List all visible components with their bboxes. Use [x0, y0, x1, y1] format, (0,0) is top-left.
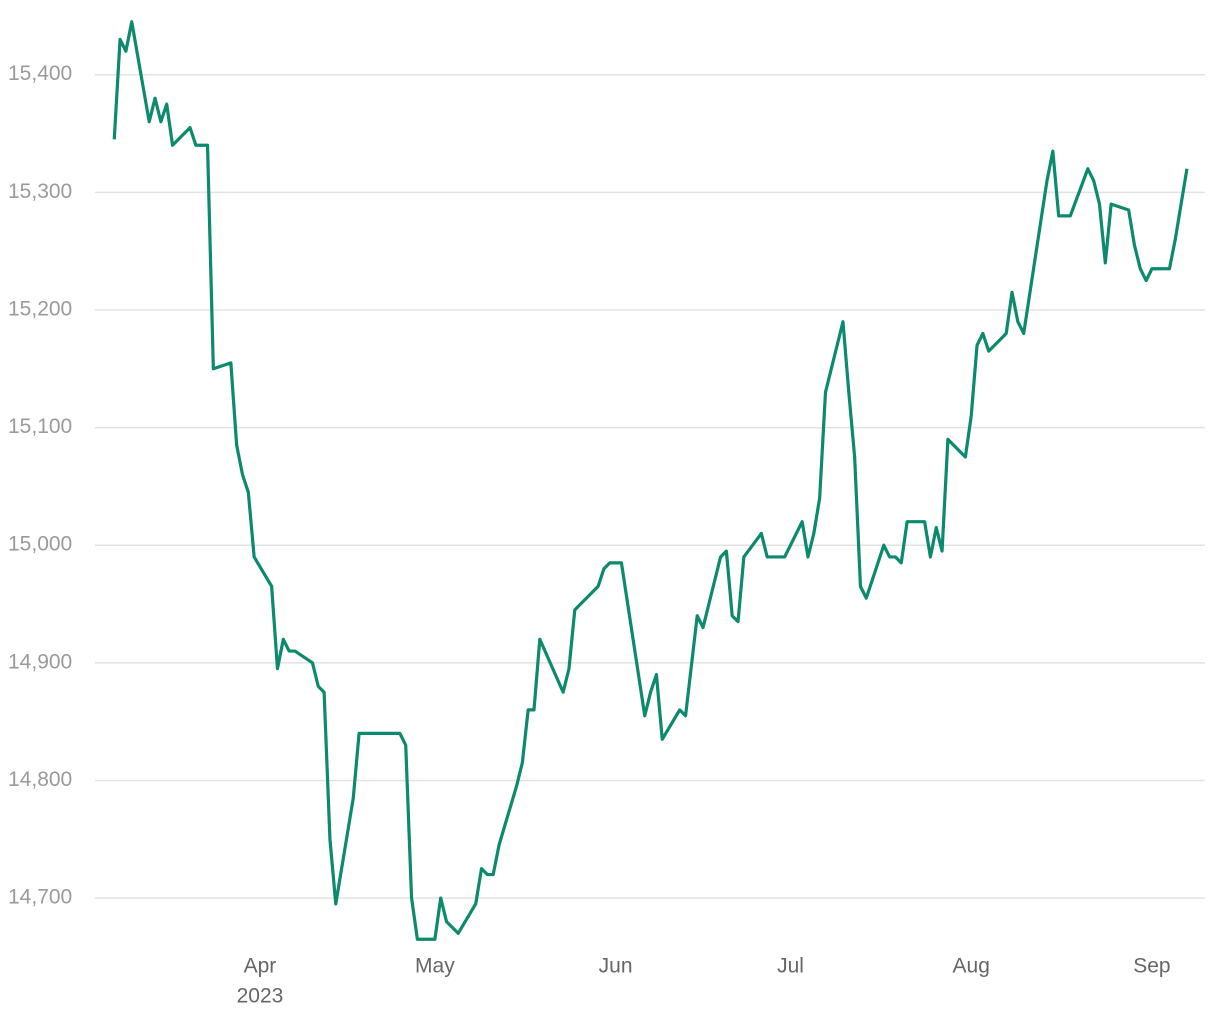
x-tick-label: Jun — [599, 955, 633, 978]
y-tick-label: 14,900 — [8, 650, 72, 673]
y-tick-label: 15,300 — [8, 180, 72, 203]
y-tick-label: 15,000 — [8, 533, 72, 556]
y-tick-label: 15,400 — [8, 62, 72, 85]
x-tick-label: May — [415, 955, 455, 978]
x-tick-label: Aug — [953, 955, 990, 978]
y-tick-label: 15,100 — [8, 415, 72, 438]
x-tick-label: Apr — [244, 955, 277, 978]
y-tick-label: 14,800 — [8, 768, 72, 791]
x-tick-label: Jul — [777, 955, 804, 978]
y-tick-label: 15,200 — [8, 297, 72, 320]
y-tick-label: 14,700 — [8, 886, 72, 909]
data-line — [112, 20, 1189, 941]
x-tick-label: Sep — [1133, 955, 1170, 978]
x-year-label: 2023 — [237, 985, 284, 1008]
